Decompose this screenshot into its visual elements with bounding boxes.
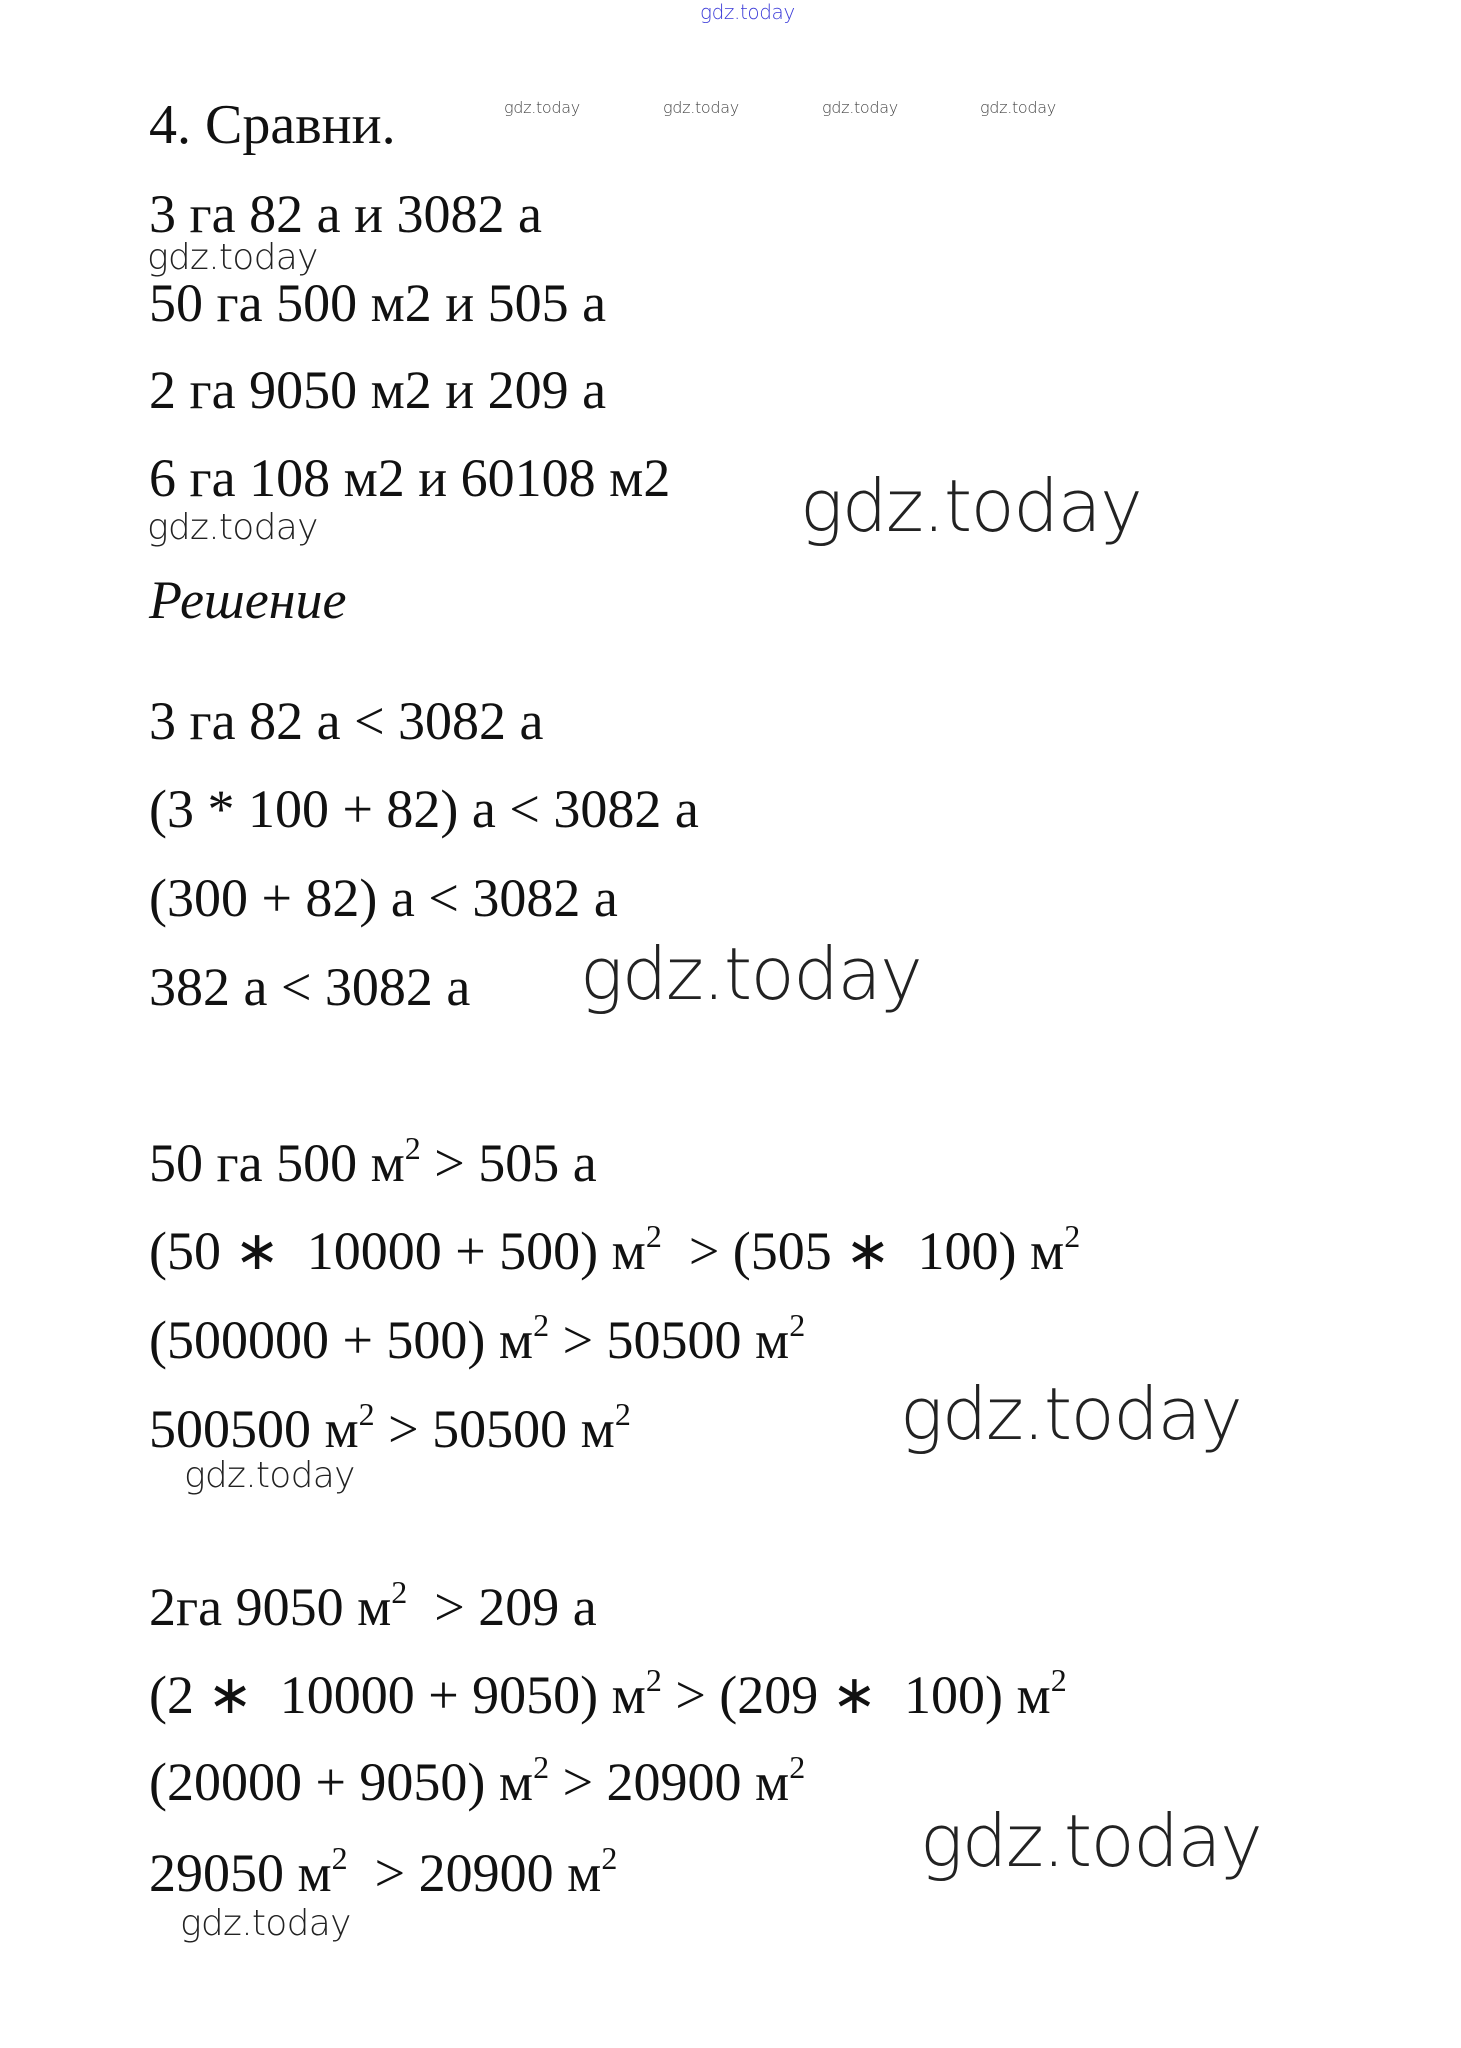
watermark: gdz.today bbox=[180, 1903, 351, 1944]
text-segment: 29050 м bbox=[149, 1843, 332, 1903]
watermark: gdz.today bbox=[184, 1455, 355, 1496]
text-segment: 500500 м bbox=[149, 1399, 359, 1459]
superscript: 2 bbox=[789, 1307, 806, 1343]
problem-line: 3 га 82 а и 3082 а bbox=[149, 187, 542, 241]
watermark: gdz.today bbox=[504, 98, 580, 117]
text-segment: 3 га 82 а и 3082 а bbox=[149, 184, 542, 244]
text-segment: (500000 + 500) м bbox=[149, 1310, 534, 1370]
superscript: 2 bbox=[645, 1218, 662, 1254]
superscript: 2 bbox=[614, 1396, 631, 1432]
watermark: gdz.today bbox=[147, 237, 318, 278]
superscript: 2 bbox=[404, 1130, 421, 1166]
text-segment: (50 ∗ 10000 + 500) м bbox=[149, 1221, 646, 1281]
superscript: 2 bbox=[358, 1396, 375, 1432]
superscript: 2 bbox=[1050, 1662, 1067, 1698]
solution-line: 50 га 500 м2 > 505 а bbox=[149, 1132, 597, 1190]
solution-line: (300 + 82) а < 3082 а bbox=[149, 871, 618, 925]
superscript: 2 bbox=[391, 1574, 408, 1610]
text-segment: > 20900 м bbox=[347, 1843, 602, 1903]
solution-heading: Решение bbox=[149, 570, 347, 630]
text-segment: > 50500 м bbox=[549, 1310, 790, 1370]
problem-line: 2 га 9050 м2 и 209 а bbox=[149, 363, 606, 417]
text-segment: > 209 а bbox=[407, 1577, 597, 1637]
solution-line: (20000 + 9050) м2 > 20900 м2 bbox=[149, 1751, 805, 1809]
solution-line: 500500 м2 > 50500 м2 bbox=[149, 1398, 631, 1456]
text-segment: (300 + 82) а < 3082 а bbox=[149, 868, 618, 928]
watermark: gdz.today bbox=[580, 932, 923, 1016]
solution-line: (500000 + 500) м2 > 50500 м2 bbox=[149, 1309, 805, 1367]
text-segment: (20000 + 9050) м bbox=[149, 1752, 534, 1812]
superscript: 2 bbox=[331, 1840, 348, 1876]
watermark: gdz.today bbox=[900, 1372, 1243, 1456]
text-segment: 2 га 9050 м2 и 209 а bbox=[149, 360, 607, 420]
text-segment: 6 га 108 м2 и 60108 м2 bbox=[149, 448, 671, 508]
superscript: 2 bbox=[533, 1307, 550, 1343]
superscript: 2 bbox=[601, 1840, 618, 1876]
solution-line: 382 а < 3082 а bbox=[149, 960, 470, 1014]
text-segment: (3 * 100 + 82) а < 3082 а bbox=[149, 779, 699, 839]
solution-line: 2га 9050 м2 > 209 а bbox=[149, 1576, 597, 1634]
watermark: gdz.today bbox=[800, 464, 1143, 548]
watermark-top: gdz.today bbox=[700, 0, 795, 24]
problem-line: 6 га 108 м2 и 60108 м2 bbox=[149, 451, 670, 505]
solution-line: (3 * 100 + 82) а < 3082 а bbox=[149, 782, 699, 836]
text-segment: 2га 9050 м bbox=[149, 1577, 392, 1637]
solution-line: (2 ∗ 10000 + 9050) м2 > (209 ∗ 100) м2 bbox=[149, 1664, 1067, 1722]
solution-line: 29050 м2 > 20900 м2 bbox=[149, 1842, 617, 1900]
text-segment: > 50500 м bbox=[374, 1399, 615, 1459]
text-segment: > (505 ∗ 100) м bbox=[661, 1221, 1065, 1281]
watermark: gdz.today bbox=[663, 98, 739, 117]
watermark: gdz.today bbox=[920, 1799, 1263, 1883]
text-segment: > (209 ∗ 100) м bbox=[661, 1665, 1051, 1725]
watermark: gdz.today bbox=[147, 507, 318, 548]
problem-title: 4. Сравни. bbox=[149, 94, 396, 156]
solution-line: (50 ∗ 10000 + 500) м2 > (505 ∗ 100) м2 bbox=[149, 1220, 1080, 1278]
text-segment: (2 ∗ 10000 + 9050) м bbox=[149, 1665, 646, 1725]
superscript: 2 bbox=[533, 1749, 550, 1785]
superscript: 2 bbox=[1064, 1218, 1081, 1254]
solution-line: 3 га 82 а < 3082 а bbox=[149, 694, 544, 748]
watermark: gdz.today bbox=[822, 98, 898, 117]
text-segment: 3 га 82 а < 3082 а bbox=[149, 691, 544, 751]
text-segment: > 505 а bbox=[420, 1133, 597, 1193]
text-segment: > 20900 м bbox=[549, 1752, 790, 1812]
superscript: 2 bbox=[645, 1662, 662, 1698]
text-segment: 50 га 500 м2 и 505 а bbox=[149, 273, 607, 333]
text-segment: 50 га 500 м bbox=[149, 1133, 405, 1193]
watermark: gdz.today bbox=[980, 98, 1056, 117]
text-segment: 382 а < 3082 а bbox=[149, 957, 471, 1017]
superscript: 2 bbox=[789, 1749, 806, 1785]
problem-line: 50 га 500 м2 и 505 а bbox=[149, 276, 606, 330]
